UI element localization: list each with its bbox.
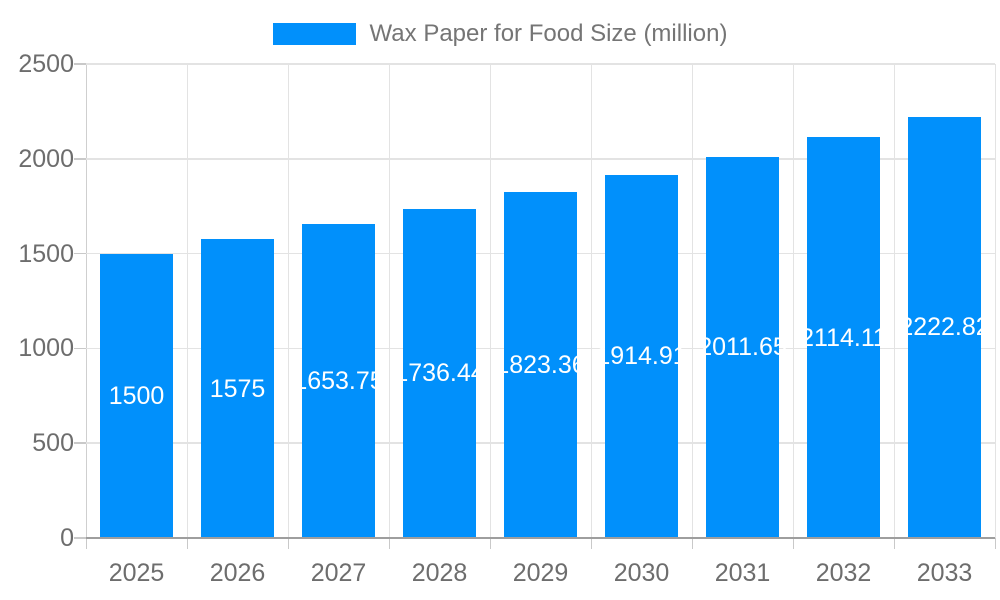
x-axis-tick	[489, 538, 491, 549]
y-axis-tick	[74, 252, 86, 255]
vertical-gridline	[388, 64, 390, 538]
x-axis-tick	[287, 538, 289, 549]
x-axis-tick	[85, 538, 87, 549]
vertical-gridline	[893, 64, 895, 538]
vertical-gridline	[287, 64, 289, 538]
x-axis-tick	[590, 538, 592, 549]
vertical-gridline	[994, 64, 996, 538]
x-axis-tick	[994, 538, 996, 549]
x-axis-tick	[792, 538, 794, 549]
x-axis-label: 2028	[411, 559, 468, 587]
y-axis-label: 1500	[18, 239, 74, 268]
horizontal-gridline	[86, 63, 995, 65]
y-axis-tick	[74, 63, 86, 65]
bar-2030[interactable]	[605, 174, 678, 538]
bar-2031[interactable]	[706, 156, 779, 538]
horizontal-gridline	[86, 158, 995, 160]
bar-2026[interactable]	[201, 239, 274, 538]
y-axis-tick	[74, 347, 86, 350]
y-axis-label: 500	[32, 429, 74, 458]
vertical-gridline	[590, 64, 592, 538]
x-axis-tick	[186, 538, 188, 549]
x-axis-tick	[691, 538, 693, 549]
vertical-gridline	[186, 64, 188, 538]
bar-2027[interactable]	[302, 224, 375, 538]
vertical-gridline	[691, 64, 693, 538]
y-axis-gridline	[85, 64, 87, 538]
x-axis-label: 2030	[613, 559, 670, 587]
x-axis-tick	[388, 538, 390, 549]
x-axis-label: 2025	[108, 559, 165, 587]
x-axis-label: 2033	[916, 559, 973, 587]
y-axis-label: 2000	[18, 144, 74, 173]
x-axis-label: 2026	[209, 559, 266, 587]
y-axis-label: 2500	[18, 50, 74, 78]
x-axis-label: 2027	[310, 559, 367, 587]
vertical-gridline	[489, 64, 491, 538]
bar-2025[interactable]	[100, 253, 173, 538]
y-axis-label: 0	[60, 524, 74, 552]
y-axis-tick	[74, 158, 86, 160]
x-axis-label: 2032	[815, 559, 872, 587]
legend-label: Wax Paper for Food Size (million)	[369, 20, 728, 47]
y-axis-label: 1000	[18, 334, 74, 363]
legend-swatch-icon	[272, 23, 356, 45]
y-axis-tick	[74, 442, 86, 444]
x-axis-line	[86, 537, 995, 539]
bar-2029[interactable]	[504, 192, 577, 538]
vertical-gridline	[792, 64, 794, 538]
x-axis-label: 2031	[714, 559, 771, 587]
legend[interactable]: Wax Paper for Food Size (million)	[0, 16, 1000, 52]
bar-2033[interactable]	[908, 116, 981, 538]
bar-2028[interactable]	[403, 208, 476, 538]
y-axis-tick	[74, 537, 86, 539]
bar-2032[interactable]	[807, 137, 880, 538]
x-axis-tick	[893, 538, 895, 549]
x-axis-label: 2029	[512, 559, 569, 587]
